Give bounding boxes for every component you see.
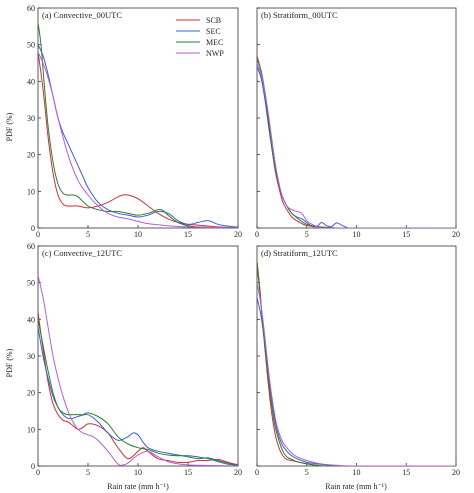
legend: SCB SEC MEC NWP: [176, 16, 224, 58]
chart-panel-c: (c) Convective_12UTC 0 5 10 15 20 0 10 20 30 40 50 6…: [27, 242, 242, 477]
x-tick-label: 5: [305, 468, 309, 477]
y-axis-label-top: PDF (%): [5, 112, 14, 141]
series-line-sec: [257, 297, 456, 466]
x-tick-label: 20: [452, 230, 460, 239]
y-tick-label: 30: [27, 114, 35, 123]
x-tick-label: 0: [36, 230, 40, 239]
x-tick-label: 10: [134, 468, 142, 477]
y-tick-label: 30: [27, 352, 35, 361]
series-line-scb: [38, 51, 238, 228]
x-tick-label: 15: [402, 230, 410, 239]
plot-frame: [256, 7, 457, 229]
x-axis-label-right: Rain rate (mm h⁻¹): [325, 482, 387, 491]
x-axis-label-left: Rain rate (mm h⁻¹): [107, 482, 169, 491]
x-tick-label: 0: [255, 230, 259, 239]
series-line-scb: [257, 55, 456, 228]
series-line-nwp: [257, 62, 456, 228]
y-tick-label: 0: [31, 462, 35, 471]
legend-item-nwp: NWP: [176, 49, 224, 58]
chart-panel-a: (a) Convective_00UTC 0 5 10 15 20 0 10 20 30 40 50 6…: [27, 4, 242, 239]
series-line-mec: [257, 59, 456, 228]
y-tick-label: 20: [27, 151, 35, 160]
legend-item-sec: SEC: [176, 27, 221, 36]
x-tick-label: 0: [255, 468, 259, 477]
series-line-mec: [38, 319, 238, 466]
panel-title: (d) Stratiform_12UTC: [261, 248, 338, 258]
y-tick-label: 60: [27, 4, 35, 13]
series-line-mec: [38, 22, 238, 228]
y-tick-label: 10: [27, 425, 35, 434]
plot-frame: [256, 245, 457, 467]
x-tick-label: 15: [184, 468, 192, 477]
x-tick-label: 15: [184, 230, 192, 239]
x-tick-label: 20: [234, 230, 242, 239]
y-tick-label: 50: [27, 279, 35, 288]
x-tick-label: 20: [452, 468, 460, 477]
panel-title: (c) Convective_12UTC: [42, 248, 122, 258]
series-line-sec: [38, 44, 238, 228]
chart-panel-d: (d) Stratiform_12UTC 0 5 10 15 20: [255, 245, 460, 477]
series-line-nwp: [38, 51, 238, 228]
x-tick-label: 5: [86, 468, 90, 477]
y-tick-label: 60: [27, 242, 35, 251]
legend-label-nwp: NWP: [206, 49, 224, 58]
y-tick-label: 50: [27, 41, 35, 50]
legend-item-mec: MEC: [176, 38, 223, 47]
legend-item-scb: SCB: [176, 16, 221, 25]
series-line-scb: [38, 311, 238, 466]
y-tick-label: 20: [27, 389, 35, 398]
series-line-mec: [257, 264, 456, 466]
chart-panel-b: (b) Stratiform_00UTC 0 5 10 15 20: [255, 7, 460, 239]
series-line-sec: [257, 66, 456, 228]
series-line-nwp: [38, 275, 238, 466]
plot-frame: [37, 245, 239, 467]
x-tick-label: 5: [86, 230, 90, 239]
x-tick-label: 10: [353, 468, 361, 477]
x-tick-label: 10: [353, 230, 361, 239]
y-tick-label: 10: [27, 187, 35, 196]
series-line-sec: [38, 326, 238, 466]
panel-title: (b) Stratiform_00UTC: [261, 10, 338, 20]
legend-label-scb: SCB: [206, 16, 221, 25]
legend-label-sec: SEC: [206, 27, 221, 36]
x-tick-label: 15: [402, 468, 410, 477]
y-tick-label: 40: [27, 77, 35, 86]
x-tick-label: 0: [36, 468, 40, 477]
series-line-nwp: [257, 282, 456, 466]
y-tick-label: 40: [27, 315, 35, 324]
panel-title: (a) Convective_00UTC: [42, 10, 122, 20]
y-axis-label-bottom: PDF (%): [5, 348, 14, 377]
x-tick-label: 5: [305, 230, 309, 239]
x-tick-label: 10: [134, 230, 142, 239]
legend-label-mec: MEC: [206, 38, 223, 47]
y-tick-label: 0: [31, 224, 35, 233]
series-line-scb: [257, 260, 456, 466]
x-tick-label: 20: [234, 468, 242, 477]
